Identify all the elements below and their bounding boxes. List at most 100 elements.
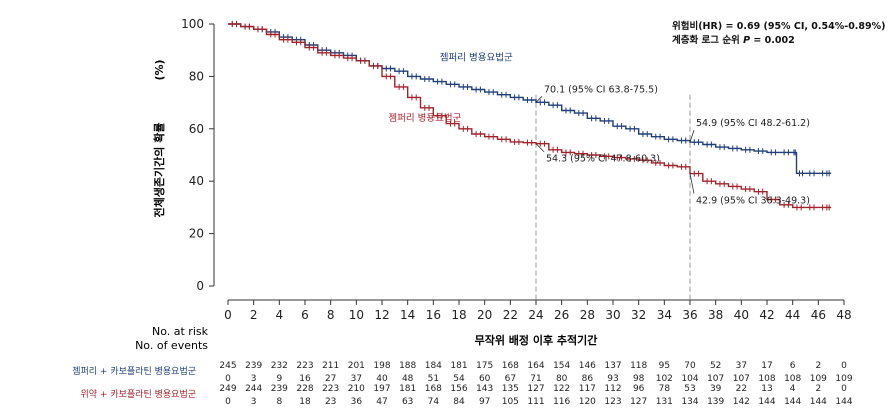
risk-at-risk-cell: 0 — [841, 384, 847, 394]
x-tick-label: 12 — [374, 308, 389, 322]
risk-events-cell: 105 — [502, 397, 519, 407]
risk-events-cell: 144 — [810, 397, 827, 407]
grid-reference-lines — [535, 94, 691, 300]
risk-events-cell: 37 — [351, 374, 362, 384]
risk-events-cell: 134 — [681, 397, 698, 407]
risk-events-cell: 111 — [527, 397, 544, 407]
risk-at-risk-cell: 2 — [815, 361, 821, 371]
risk-at-risk-cell: 22 — [736, 384, 747, 394]
series-label-1: 젬퍼리 병용요법군 — [388, 113, 461, 124]
x-tick-label: 16 — [426, 308, 441, 322]
x-tick-label: 6 — [301, 308, 309, 322]
risk-at-risk-cell: 0 — [841, 361, 847, 371]
risk-events-cell: 144 — [784, 397, 801, 407]
risk-at-risk-cell: 239 — [271, 384, 288, 394]
risk-events-cell: 120 — [579, 397, 596, 407]
annotation-label: 54.3 (95% CI 47.8-60.3) — [546, 154, 660, 165]
risk-at-risk-cell: 156 — [450, 384, 467, 394]
risk-at-risk-cell: 39 — [710, 384, 722, 394]
hazard-ratio-text: 위험비(HR) = 0.69 (95% CI, 0.54%-0.89%) — [672, 21, 886, 32]
risk-events-cell: 131 — [656, 397, 673, 407]
y-tick-label: 100 — [181, 17, 204, 31]
risk-at-risk-cell: 188 — [399, 361, 416, 371]
x-tick-label: 40 — [734, 308, 749, 322]
risk-row-label: 위약 + 카보플라틴 병용요법군 — [81, 388, 196, 400]
x-tick-label: 46 — [811, 308, 826, 322]
risk-at-risk-cell: 197 — [373, 384, 390, 394]
risk-events-cell: 48 — [402, 374, 414, 384]
risk-at-risk-cell: 13 — [761, 384, 772, 394]
risk-events-cell: 142 — [733, 397, 750, 407]
annotation-leader — [535, 96, 543, 103]
risk-events-cell: 3 — [251, 397, 257, 407]
hazard-ratio-box: 위험비(HR) = 0.69 (95% CI, 0.54%-0.89%) 계층화… — [672, 20, 886, 48]
risk-at-risk-cell: 53 — [684, 384, 695, 394]
risk-at-risk-cell: 168 — [425, 384, 442, 394]
y-tick-label: 0 — [196, 279, 204, 293]
risk-at-risk-cell: 70 — [684, 361, 696, 371]
y-tick-label: 80 — [189, 69, 204, 83]
x-tick-label: 14 — [400, 308, 415, 322]
risk-events-cell: 9 — [276, 374, 282, 384]
annotation-leader — [689, 173, 695, 194]
risk-events-cell: 60 — [479, 374, 491, 384]
risk-at-risk-cell: 78 — [659, 384, 671, 394]
x-tick-label: 26 — [554, 308, 569, 322]
risk-at-risk-cell: 4 — [790, 384, 796, 394]
annotation-leader — [689, 130, 695, 143]
risk-events-cell: 3 — [251, 374, 257, 384]
annotation-label: 54.9 (95% CI 48.2-61.2) — [696, 118, 810, 129]
y-tick-label: 60 — [189, 122, 204, 136]
y-axis-label: 전체생존기간의 확률 — [152, 123, 166, 218]
risk-events-cell: 108 — [758, 374, 775, 384]
risk-events-cell: 0 — [225, 374, 231, 384]
x-tick-label: 36 — [682, 308, 697, 322]
risk-events-cell: 80 — [556, 374, 568, 384]
risk-at-risk-cell: 164 — [527, 361, 544, 371]
series-label-0: 젬퍼리 병용요법군 — [440, 53, 513, 64]
annotation-label: 42.9 (95% CI 36.3-49.3) — [696, 196, 810, 207]
risk-at-risk-cell: 146 — [579, 361, 596, 371]
risk-at-risk-cell: 37 — [736, 361, 747, 371]
risk-events-cell: 63 — [402, 397, 413, 407]
risk-at-risk-cell: 181 — [450, 361, 467, 371]
x-tick-label: 20 — [477, 308, 492, 322]
x-tick-label: 42 — [759, 308, 774, 322]
risk-events-cell: 86 — [582, 374, 594, 384]
risk-at-risk-cell: 175 — [476, 361, 493, 371]
x-tick-label: 10 — [349, 308, 364, 322]
risk-header-events: No. of events — [135, 339, 208, 352]
risk-events-cell: 123 — [604, 397, 621, 407]
chart-frame — [213, 24, 844, 301]
logrank-text: 계층화 로그 순위 P = 0.002 — [672, 34, 886, 48]
y-tick-label: 40 — [189, 174, 204, 188]
risk-at-risk-cell: 112 — [604, 384, 621, 394]
y-ticks: 0 20 40 60 80 100 — [181, 17, 214, 293]
risk-at-risk-cell: 95 — [659, 361, 670, 371]
risk-row-label: 젬퍼리 + 카보플라틴 병용요법군 — [72, 366, 196, 377]
x-tick-label: 22 — [503, 308, 518, 322]
risk-events-cell: 40 — [376, 374, 388, 384]
x-tick-label: 48 — [836, 308, 851, 322]
risk-at-risk-cell: 232 — [271, 361, 288, 371]
risk-events-cell: 108 — [784, 374, 801, 384]
risk-events-cell: 67 — [505, 374, 516, 384]
risk-events-cell: 0 — [225, 397, 231, 407]
risk-events-cell: 109 — [835, 374, 852, 384]
x-tick-label: 32 — [631, 308, 646, 322]
annotation-leader — [535, 143, 545, 153]
logrank-p-symbol: P — [743, 35, 751, 46]
risk-at-risk-cell: 181 — [399, 384, 416, 394]
y-tick-label: 20 — [189, 227, 204, 241]
x-tick-label: 2 — [250, 308, 258, 322]
x-tick-label: 30 — [605, 308, 620, 322]
risk-at-risk-cell: 168 — [502, 361, 519, 371]
risk-at-risk-cell: 211 — [322, 361, 339, 371]
risk-events-cell: 116 — [553, 397, 570, 407]
risk-at-risk-cell: 223 — [322, 384, 339, 394]
x-tick-label: 18 — [451, 308, 466, 322]
risk-at-risk-cell: 184 — [425, 361, 442, 371]
risk-events-cell: 93 — [607, 374, 618, 384]
risk-events-cell: 84 — [453, 397, 465, 407]
